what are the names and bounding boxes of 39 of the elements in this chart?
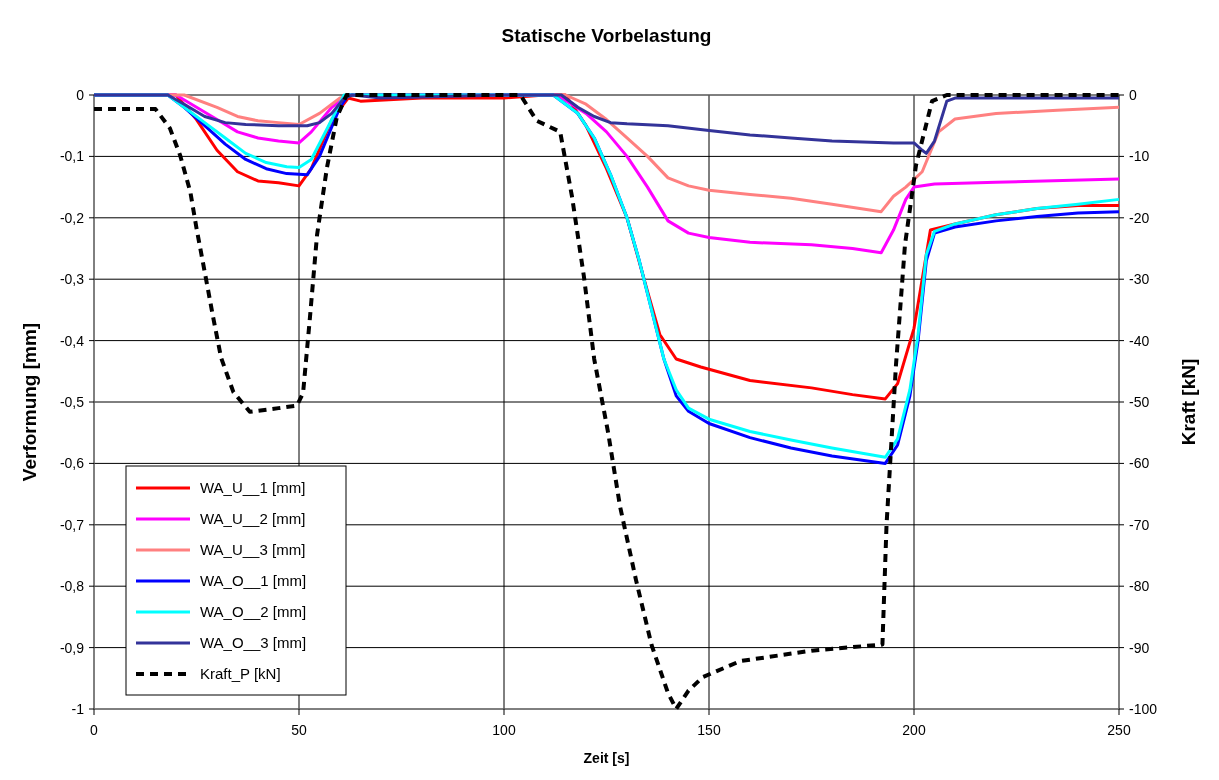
y-tick-label: -0,8 — [59, 578, 85, 595]
legend-label: WA_O__3 [mm] — [200, 634, 307, 651]
x-tick-label: 150 — [697, 722, 721, 738]
x-tick-label: 250 — [1107, 722, 1131, 738]
x-axis-title: Zeit [s] — [583, 750, 630, 766]
y2-tick-label: -100 — [1129, 701, 1158, 717]
legend-label: WA_O__1 [mm] — [200, 572, 307, 589]
y2-tick-label: -10 — [1129, 148, 1150, 165]
x-tick-label: 200 — [902, 722, 926, 738]
x-tick-label: 0 — [90, 722, 99, 738]
legend-label: WA_O__2 [mm] — [200, 603, 307, 620]
legend-label: WA_U__3 [mm] — [200, 541, 306, 558]
y-tick-label: -0,3 — [59, 271, 85, 288]
y2-tick-label: 0 — [1129, 87, 1137, 103]
y-axis-title: Verformung [mm] — [19, 322, 40, 482]
y2-tick-label: -60 — [1129, 455, 1150, 472]
y-tick-label: -0,9 — [59, 639, 85, 656]
y-tick-label: -0,7 — [59, 516, 85, 533]
y-tick-label: -0,2 — [59, 209, 85, 226]
y-tick-label: -0,5 — [59, 394, 85, 410]
y-tick-label: 0 — [76, 87, 85, 103]
y2-tick-label: -50 — [1129, 394, 1150, 410]
x-tick-label: 50 — [291, 722, 307, 738]
x-tick-label: 100 — [492, 722, 516, 738]
legend-label: Kraft_P [kN] — [200, 665, 281, 682]
y2-tick-label: -80 — [1129, 578, 1150, 595]
y-tick-label: -0,6 — [59, 455, 85, 472]
y2-tick-label: -70 — [1129, 516, 1150, 533]
legend-label: WA_U__2 [mm] — [200, 510, 306, 527]
y2-tick-label: -40 — [1129, 332, 1150, 349]
chart-title: Statische Vorbelastung — [501, 25, 712, 46]
y2-tick-label: -20 — [1129, 209, 1150, 226]
y-tick-label: -0,1 — [59, 148, 85, 165]
legend-label: WA_U__1 [mm] — [200, 479, 306, 496]
y-tick-label: -0,4 — [59, 332, 85, 349]
y2-axis-title: Kraft [kN] — [1178, 358, 1199, 446]
y2-tick-label: -90 — [1129, 639, 1150, 656]
y-tick-label: -1 — [71, 701, 85, 717]
y2-tick-label: -30 — [1129, 271, 1150, 288]
